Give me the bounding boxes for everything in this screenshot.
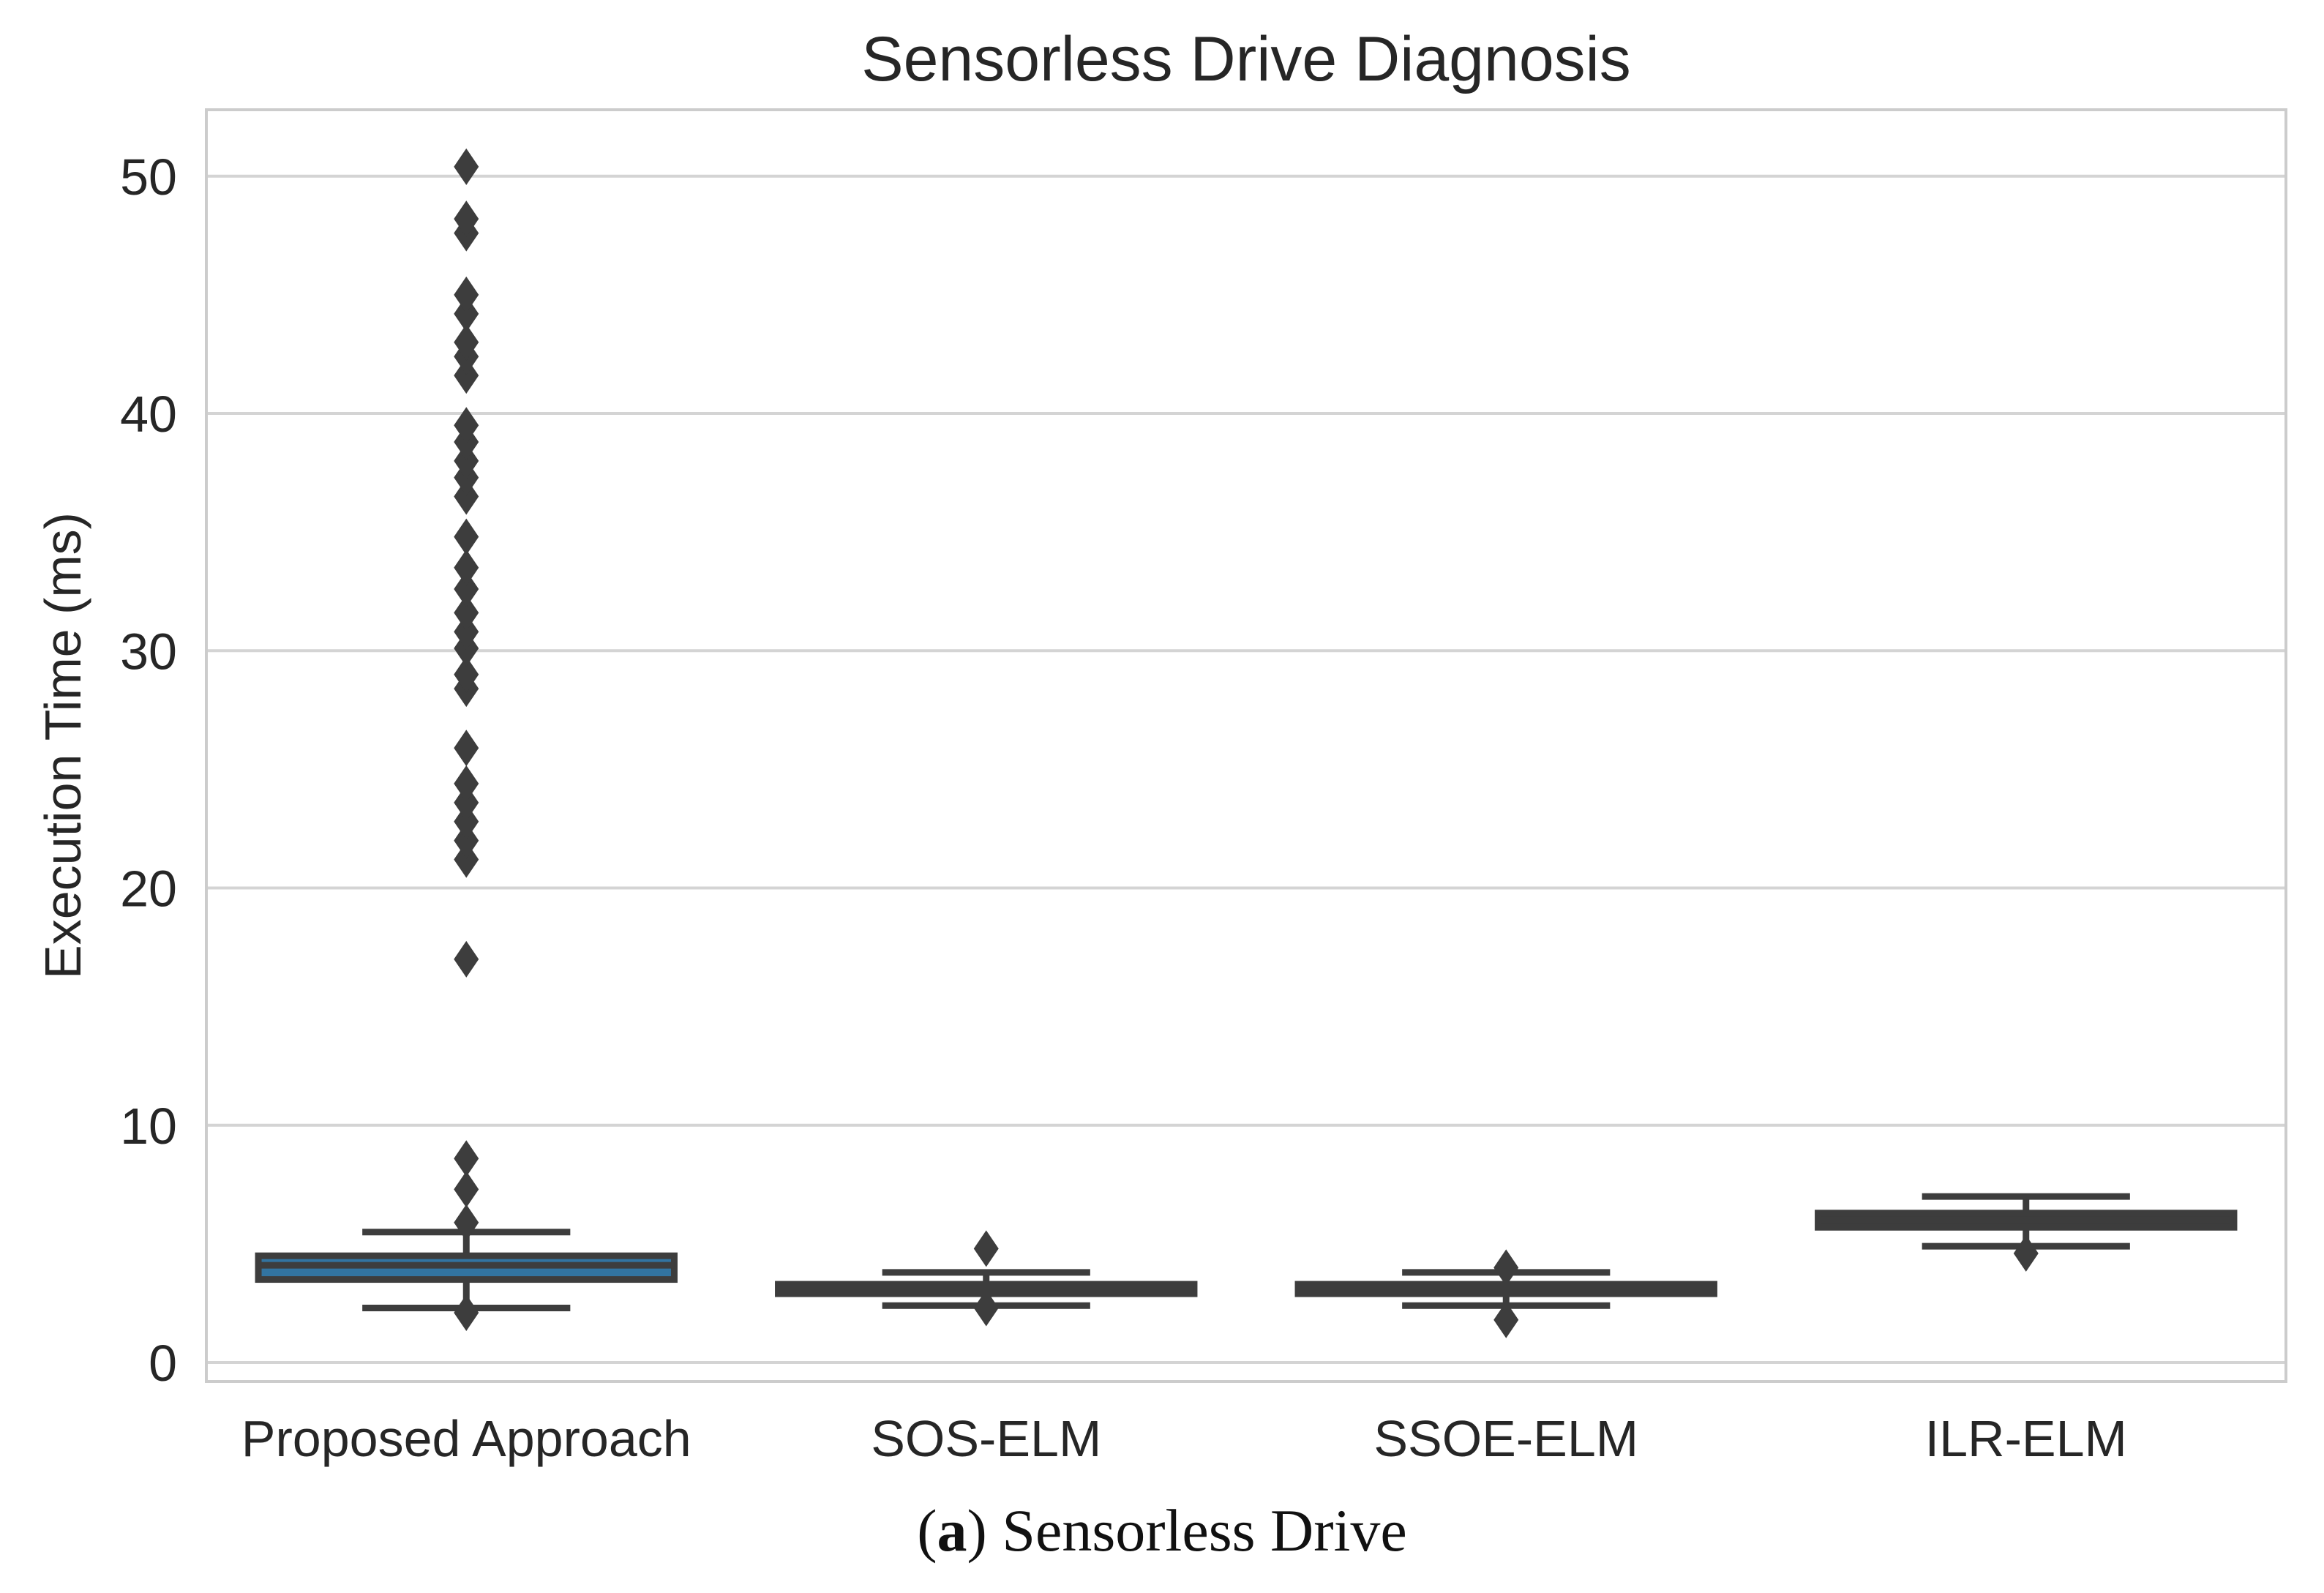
outlier-point	[454, 357, 479, 394]
outlier-point	[1493, 1301, 1519, 1338]
outlier-point	[454, 407, 479, 444]
figure-caption: (a) Sensorless Drive	[0, 1496, 2324, 1565]
x-tick-labels: Proposed Approach SOS-ELM SSOE-ELM ILR-ELM	[241, 1410, 2127, 1467]
outlier-point	[454, 730, 479, 767]
outlier-point	[454, 478, 479, 515]
outlier-point	[973, 1289, 999, 1327]
y-tick-labels: 0 10 20 30 40 50	[120, 149, 177, 1392]
outlier-point	[454, 276, 479, 313]
outlier-point	[454, 822, 479, 859]
outlier-point	[454, 323, 479, 361]
outlier-point	[973, 1230, 999, 1267]
outlier-point	[454, 940, 479, 978]
outlier-point	[454, 784, 479, 821]
outlier-point	[454, 518, 479, 555]
x-tick-label: Proposed Approach	[241, 1410, 691, 1467]
outlier-point	[2013, 1234, 2039, 1272]
outlier-point	[454, 1294, 479, 1331]
grid-lines	[206, 174, 2286, 1365]
y-tick-label-0: 0	[149, 1335, 177, 1392]
y-tick-label-20: 20	[120, 861, 177, 918]
outlier-point	[454, 549, 479, 586]
outlier-point	[454, 1204, 479, 1241]
outlier-point	[454, 803, 479, 840]
y-tick-label-30: 30	[120, 623, 177, 680]
y-tick-label-40: 40	[120, 386, 177, 443]
outlier-point	[454, 442, 479, 479]
outlier-point	[454, 594, 479, 631]
box-plots	[255, 148, 2238, 1338]
caption-text: Sensorless Drive	[1002, 1497, 1407, 1564]
outlier-point	[454, 200, 479, 238]
caption-label: (a)	[917, 1497, 987, 1564]
y-axis-label: Execution Time (ms)	[34, 512, 91, 979]
outlier-point	[1493, 1249, 1519, 1286]
outlier-point	[454, 656, 479, 693]
outlier-point	[454, 765, 479, 802]
box-group-sos-elm	[775, 1230, 1198, 1327]
box-group-ssoe-elm	[1294, 1249, 1717, 1338]
x-tick-label: ILR-ELM	[1925, 1410, 2127, 1467]
x-tick-label: SSOE-ELM	[1373, 1410, 1638, 1467]
outlier-point	[454, 295, 479, 332]
y-tick-label-10: 10	[120, 1098, 177, 1155]
outlier-point	[454, 570, 479, 607]
y-tick-label-50: 50	[120, 149, 177, 206]
outlier-point	[454, 613, 479, 651]
plot-frame	[205, 108, 2287, 1383]
outlier-point	[454, 148, 479, 185]
box-group-proposed-approach	[255, 148, 678, 1331]
outlier-point	[454, 1140, 479, 1177]
outlier-point	[454, 841, 479, 878]
chart-title: Sensorless Drive Diagnosis	[861, 24, 1631, 94]
outlier-point	[454, 1171, 479, 1208]
box-group-ilr-elm	[1815, 1193, 2238, 1272]
x-tick-label: SOS-ELM	[871, 1410, 1101, 1467]
